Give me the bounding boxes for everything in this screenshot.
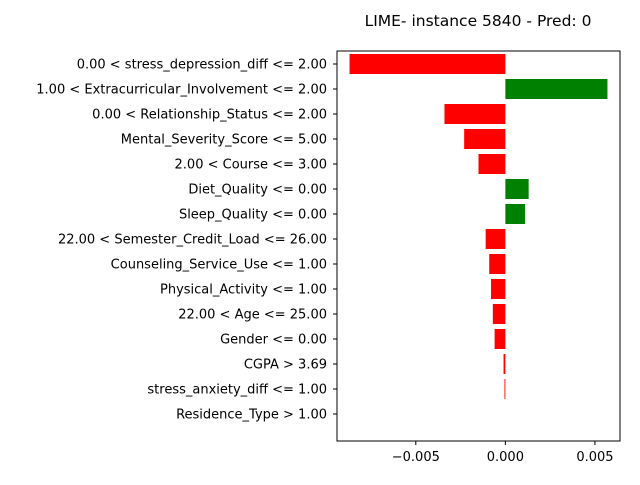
- y-tick-label-1: 1.00 < Extracurricular_Involvement <= 2.…: [36, 83, 327, 98]
- y-tick-label-3: Mental_Severity_Score <= 5.00: [121, 133, 327, 148]
- bar-0: [350, 54, 506, 74]
- bar-10: [493, 304, 506, 324]
- y-tick-label-11: Gender <= 0.00: [220, 333, 327, 348]
- y-tick-label-2: 0.00 < Relationship_Status <= 2.00: [92, 108, 327, 123]
- y-tick-label-0: 0.00 < stress_depression_diff <= 2.00: [77, 58, 327, 73]
- y-tick-label-5: Diet_Quality <= 0.00: [188, 183, 327, 198]
- x-axis: −0.005 0.000 0.005: [392, 441, 614, 465]
- x-tick-label-2: 0.005: [576, 450, 613, 465]
- y-tick-label-14: Residence_Type > 1.00: [176, 408, 327, 423]
- y-tick-label-9: Physical_Activity <= 1.00: [160, 283, 327, 298]
- bar-13: [504, 379, 505, 399]
- bar-12: [504, 354, 506, 374]
- y-tick-labels: 0.00 < stress_depression_diff <= 2.00 1.0…: [36, 58, 337, 423]
- y-tick-label-4: 2.00 < Course <= 3.00: [175, 158, 327, 173]
- bars-layer: [350, 54, 608, 424]
- y-tick-label-6: Sleep_Quality <= 0.00: [179, 208, 327, 223]
- y-tick-label-7: 22.00 < Semester_Credit_Load <= 26.00: [58, 233, 327, 248]
- bar-6: [505, 204, 525, 224]
- bar-1: [505, 79, 607, 99]
- x-tick-label-1: 0.000: [487, 450, 524, 465]
- bar-2: [444, 104, 505, 124]
- y-tick-label-12: CGPA > 3.69: [244, 358, 327, 373]
- bar-11: [495, 329, 506, 349]
- y-tick-label-13: stress_anxiety_diff <= 1.00: [147, 383, 327, 398]
- bar-8: [489, 254, 505, 274]
- bar-3: [464, 129, 505, 149]
- bar-9: [491, 279, 505, 299]
- bar-5: [505, 179, 528, 199]
- bar-4: [479, 154, 506, 174]
- chart-title: LIME- instance 5840 - Pred: 0: [365, 12, 592, 30]
- x-tick-label-0: −0.005: [392, 450, 440, 465]
- bar-7: [486, 229, 506, 249]
- y-tick-label-8: Counseling_Service_Use <= 1.00: [111, 258, 327, 273]
- y-tick-label-10: 22.00 < Age <= 25.00: [178, 308, 327, 323]
